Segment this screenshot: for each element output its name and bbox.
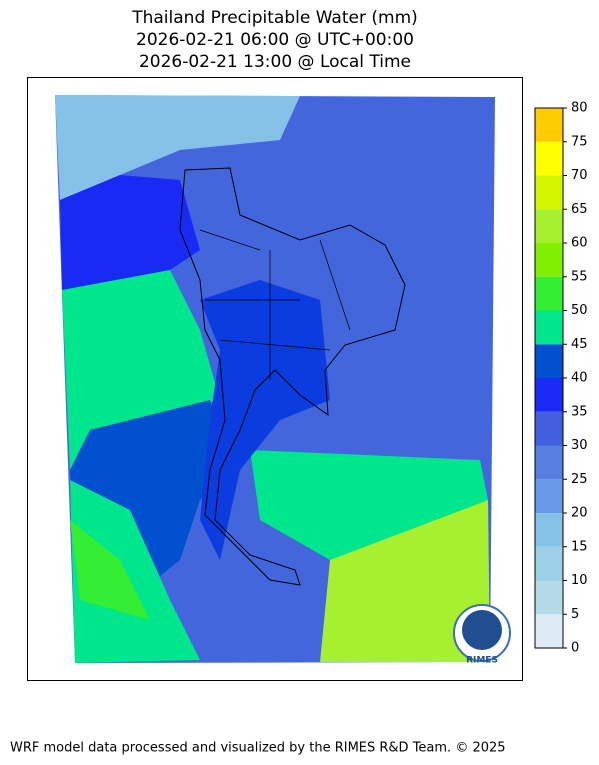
colorbar-tick-label: 15 [571, 539, 588, 554]
colorbar-tick-label: 65 [571, 202, 588, 217]
field-region [55, 95, 300, 200]
colorbar-tick-label: 45 [571, 337, 588, 352]
logo-text: RIMES [466, 656, 498, 666]
field-region [320, 500, 490, 662]
colorbar-segment [535, 276, 563, 311]
colorbar-segment [535, 344, 563, 378]
colorbar-segment [535, 243, 563, 277]
field-region [62, 270, 220, 470]
colorbar-tick-label: 0 [571, 641, 579, 656]
colorbar-segment [535, 546, 563, 581]
colorbar-tick-label: 50 [571, 303, 588, 318]
colorbar: 0 5 10 15 20 25 30 35 40 45 50 55 60 65 70 75 80 [534, 101, 588, 656]
colorbar-segment [535, 580, 563, 615]
colorbar-tick-label: 5 [571, 607, 579, 622]
field-region [200, 280, 330, 560]
title-line: 2026-02-21 13:00 @ Local Time [139, 52, 411, 72]
colorbar-segment [535, 479, 563, 513]
colorbar-tick-label: 75 [571, 134, 588, 149]
colorbar-segment [535, 378, 563, 412]
colorbar-tick-label: 30 [571, 438, 588, 453]
colorbar-tick-label: 70 [571, 168, 588, 183]
title-line: Thailand Precipitable Water (mm) [131, 8, 418, 28]
colorbar-segment [535, 310, 563, 345]
colorbar-tick-label: 80 [571, 101, 588, 116]
colorbar-segment [535, 175, 563, 210]
colorbar-segment [535, 108, 563, 142]
colorbar-tick-label: 60 [571, 236, 588, 251]
field-region [70, 520, 150, 620]
province-borders [199, 229, 351, 380]
colorbar-tick-label: 10 [571, 573, 588, 588]
colorbar-tick-label: 40 [571, 371, 588, 386]
colorbar-tick-label: 25 [571, 472, 588, 487]
colorbar-segment [535, 209, 563, 243]
field-region [60, 175, 200, 290]
colorbar-segment [535, 141, 563, 176]
footer: WRF model data processed and visualized … [10, 741, 506, 756]
country-outline [179, 167, 406, 586]
colorbar-segment [535, 445, 563, 480]
field-region [70, 480, 200, 663]
field-region [250, 450, 488, 560]
colorbar-segment [535, 411, 563, 446]
logo-inner [462, 610, 502, 650]
map: RIMES [27, 77, 523, 681]
colorbar-segment [535, 614, 563, 648]
title-line: 2026-02-21 06:00 @ UTC+00:00 [136, 30, 414, 50]
colorbar-tick-label: 55 [571, 269, 588, 284]
colorbar-tick-label: 35 [571, 404, 588, 419]
colorbar-segment [535, 513, 563, 547]
colorbar-tick-label: 20 [571, 506, 588, 521]
